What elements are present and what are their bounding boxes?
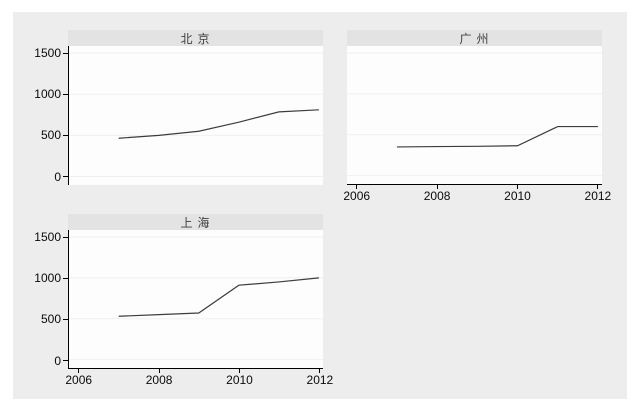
panel-title-guangzhou: 广 州 (459, 31, 490, 46)
guangzhou-line-chart (347, 52, 602, 177)
y-tick-label: 1000 (34, 271, 61, 286)
plot-area-guangzhou: 2006 2008 2010 2012 (343, 46, 611, 203)
x-tick-label: 2010 (226, 373, 253, 387)
x-axis-tick (517, 185, 518, 189)
y-axis-tick (63, 52, 68, 54)
plot-area-beijing: 0 500 1000 1500 (34, 46, 323, 185)
shanghai-line-chart (69, 236, 323, 361)
x-tick-label: 2010 (504, 189, 531, 203)
panel-title-strip-shanghai: 上 海 (68, 214, 323, 230)
x-axis-tick (597, 185, 599, 189)
y-axis-tick (63, 134, 68, 136)
x-axis-tick (436, 185, 438, 189)
x-axis-tick (78, 369, 80, 373)
plot-area-shanghai: 0 500 1000 1500 2006 2008 2010 2012 (34, 230, 333, 387)
x-tick-label: 2012 (584, 189, 612, 203)
x-tick-label: 2012 (306, 373, 334, 387)
panel-title-shanghai: 上 海 (180, 215, 211, 230)
x-tick-label: 2006 (65, 373, 93, 387)
y-tick-label: 500 (40, 128, 61, 143)
panel-title-strip-guangzhou: 广 州 (347, 30, 602, 46)
data-line (118, 109, 319, 139)
y-tick-label: 0 (54, 353, 61, 368)
panel-title-beijing: 北 京 (180, 31, 211, 46)
y-axis-tick (63, 360, 68, 361)
y-axis-tick (63, 93, 68, 95)
x-axis-tick (239, 369, 240, 373)
data-line (396, 125, 598, 148)
x-axis-tick (158, 369, 160, 373)
y-axis-tick (63, 277, 68, 279)
y-tick-label: 1000 (34, 87, 61, 102)
data-line (118, 277, 319, 317)
y-tick-label: 0 (54, 169, 61, 184)
x-axis-tick (356, 185, 358, 189)
y-axis-tick (63, 176, 68, 177)
x-tick-label: 2006 (343, 189, 371, 203)
x-tick-label: 2008 (145, 373, 173, 387)
y-tick-label: 1500 (34, 46, 61, 61)
x-tick-label: 2008 (423, 189, 451, 203)
x-axis-tick (319, 369, 321, 373)
panel-title-strip-beijing: 北 京 (68, 30, 323, 46)
beijing-line-chart (69, 52, 323, 177)
y-axis-tick (63, 318, 68, 320)
y-tick-label: 1500 (34, 230, 61, 245)
y-axis-tick (63, 236, 68, 238)
graph-region: 北 京 0 500 1000 1500 广 州 2006 2008 2010 2012 上 … (13, 12, 627, 399)
y-tick-label: 500 (40, 312, 61, 327)
